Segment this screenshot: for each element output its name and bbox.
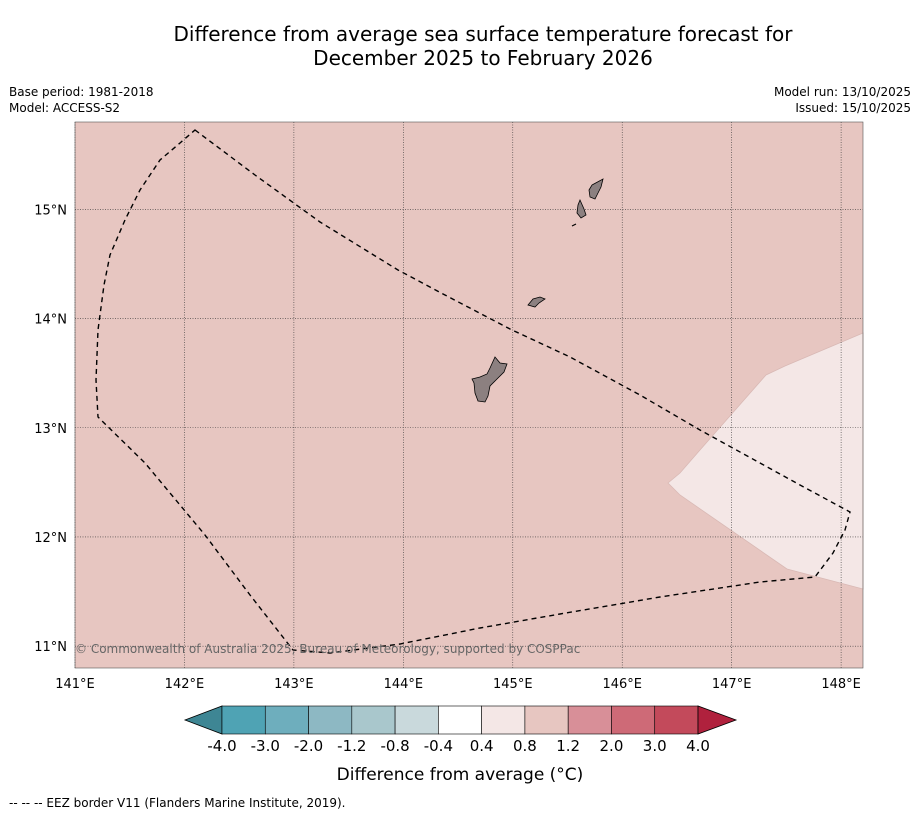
lon-tick-label: 144°E xyxy=(384,677,424,692)
colorbar-segment xyxy=(308,705,353,735)
island-guam xyxy=(471,356,508,403)
colorbar-tick-label: -3.0 xyxy=(251,737,280,755)
island-saipan xyxy=(588,178,604,200)
lon-tick-label: 146°E xyxy=(602,677,642,692)
colorbar-segment xyxy=(394,705,439,735)
lon-tick-label: 147°E xyxy=(712,677,752,692)
lat-tick-label: 14°N xyxy=(34,313,67,328)
colorbar-segment xyxy=(481,705,526,735)
colorbar-segment xyxy=(524,705,569,735)
colorbar-tick-label: 0.4 xyxy=(470,737,494,755)
colorbar-tick-label: -0.8 xyxy=(380,737,409,755)
colorbar-under-arrow xyxy=(183,705,223,735)
base-period: Base period: 1981-2018 xyxy=(9,85,154,99)
island-rota xyxy=(527,296,546,308)
colorbar: -4.0 -3.0 -2.0 -1.2 -0.8 -0.4 0.4 0.8 1.2 2.0 3.0 4… xyxy=(183,705,738,755)
chart-title: Difference from average sea surface temp… xyxy=(0,22,919,70)
lat-tick-label: 13°N xyxy=(34,422,67,437)
lon-tick-label: 142°E xyxy=(165,677,205,692)
colorbar-tick-label: 4.0 xyxy=(686,737,710,755)
lat-tick-label: 15°N xyxy=(34,203,67,218)
map-frame xyxy=(74,121,864,669)
colorbar-segment xyxy=(611,705,656,735)
colorbar-segment xyxy=(351,705,396,735)
colorbar-over-arrow xyxy=(697,705,738,735)
colorbar-tick-label: -0.4 xyxy=(424,737,453,755)
copyright-notice: © Commonwealth of Australia 2025, Bureau… xyxy=(75,642,580,656)
map-ocean-background xyxy=(75,122,863,668)
colorbar-segment xyxy=(221,705,266,735)
colorbar-segment xyxy=(654,705,699,735)
title-line-1: Difference from average sea surface temp… xyxy=(173,22,793,46)
lon-tick-label: 148°E xyxy=(821,677,861,692)
model-run: Model run: 13/10/2025 xyxy=(773,85,911,99)
lat-tick-label: 11°N xyxy=(34,640,67,655)
model-name: Model: ACCESS-S2 xyxy=(9,101,121,115)
lat-tick-label: 12°N xyxy=(34,531,67,546)
warm-anomaly-region xyxy=(667,332,864,590)
eez-border xyxy=(95,129,851,654)
colorbar-tick-label: 0.8 xyxy=(513,737,537,755)
title-line-2: December 2025 to February 2026 xyxy=(313,46,653,70)
island-tinian xyxy=(576,198,587,219)
colorbar-tick-label: -4.0 xyxy=(207,737,236,755)
colorbar-tick-label: -1.2 xyxy=(337,737,366,755)
colorbar-tick-label: -2.0 xyxy=(294,737,323,755)
colorbar-tick-label: 1.2 xyxy=(556,737,580,755)
colorbar-segment xyxy=(567,705,612,735)
island-aguijan xyxy=(571,223,577,227)
colorbar-label: Difference from average (°C) xyxy=(337,765,584,785)
eez-footnote: -- -- -- EEZ border V11 (Flanders Marine… xyxy=(9,796,346,810)
lon-tick-label: 143°E xyxy=(274,677,314,692)
colorbar-tick-label: 2.0 xyxy=(600,737,624,755)
meta-right: Model run: 13/10/2025 Issued: 15/10/2025 xyxy=(774,84,911,116)
colorbar-tick-label: 3.0 xyxy=(643,737,667,755)
meta-left: Base period: 1981-2018 Model: ACCESS-S2 xyxy=(9,84,154,116)
lon-tick-label: 141°E xyxy=(55,677,95,692)
issued-date: Issued: 15/10/2025 xyxy=(795,101,911,115)
lon-tick-label: 145°E xyxy=(493,677,533,692)
axis-tick-labels: 141°E 142°E 143°E 144°E 145°E 146°E 147°E 148°E… xyxy=(34,203,861,692)
colorbar-segment xyxy=(438,705,482,735)
colorbar-segment xyxy=(264,705,309,735)
